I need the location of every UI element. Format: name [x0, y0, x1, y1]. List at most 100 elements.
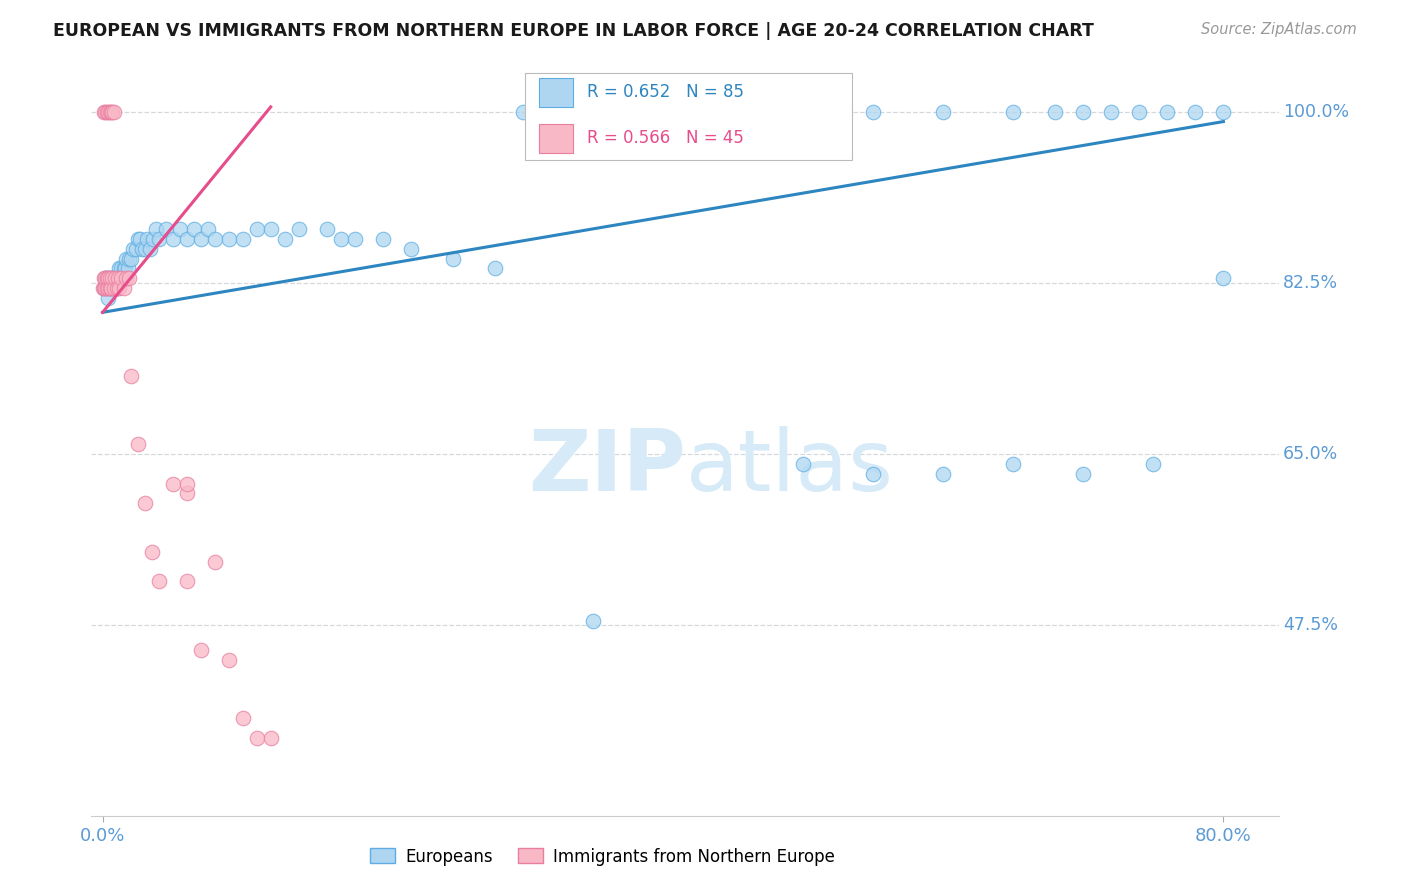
Point — [197, 222, 219, 236]
Point — [120, 252, 142, 266]
Point — [148, 574, 170, 589]
Point — [96, 104, 118, 119]
Point — [97, 281, 120, 295]
Point — [1071, 104, 1094, 119]
Point — [218, 653, 240, 667]
Point — [183, 222, 205, 236]
Point — [484, 261, 506, 276]
Point — [246, 222, 269, 236]
Point — [232, 711, 254, 725]
Point — [162, 476, 184, 491]
Point — [112, 261, 135, 276]
Point — [93, 281, 115, 295]
Point — [134, 496, 156, 510]
Point — [101, 271, 124, 285]
Text: ZIP: ZIP — [527, 425, 685, 509]
Point — [371, 232, 394, 246]
Point — [104, 271, 127, 285]
Point — [103, 281, 125, 295]
Point — [218, 232, 240, 246]
Point — [96, 281, 118, 295]
Point — [1099, 104, 1122, 119]
Point — [98, 104, 121, 119]
Point — [93, 281, 115, 295]
Bar — [540, 78, 572, 106]
Point — [582, 104, 605, 119]
Text: R = 0.566   N = 45: R = 0.566 N = 45 — [586, 129, 744, 147]
Point — [204, 232, 226, 246]
Point — [1128, 104, 1150, 119]
Point — [96, 281, 118, 295]
Point — [94, 104, 117, 119]
Point — [96, 271, 118, 285]
Point — [127, 232, 149, 246]
Point — [125, 242, 148, 256]
Point — [107, 271, 129, 285]
Point — [117, 261, 139, 276]
Point — [105, 271, 128, 285]
Point — [246, 731, 269, 745]
Point — [652, 104, 675, 119]
Point — [232, 232, 254, 246]
Point — [98, 271, 121, 285]
Point — [136, 232, 159, 246]
Point — [141, 545, 163, 559]
Point — [107, 271, 129, 285]
Point — [1045, 104, 1067, 119]
Point — [1212, 271, 1234, 285]
Point — [101, 271, 124, 285]
Point — [142, 232, 165, 246]
Point — [111, 271, 134, 285]
Point — [139, 242, 162, 256]
Point — [162, 232, 184, 246]
Point — [100, 281, 122, 295]
Point — [274, 232, 297, 246]
Point — [98, 281, 121, 295]
Point — [112, 281, 135, 295]
Point — [287, 222, 309, 236]
FancyBboxPatch shape — [524, 73, 852, 161]
Point — [105, 281, 128, 295]
Text: 47.5%: 47.5% — [1284, 616, 1339, 634]
Point — [190, 643, 212, 657]
Point — [169, 222, 191, 236]
Point — [1184, 104, 1206, 119]
Point — [932, 104, 955, 119]
Point — [105, 281, 128, 295]
Point — [97, 104, 120, 119]
Point — [862, 104, 884, 119]
Point — [792, 457, 814, 471]
Text: 100.0%: 100.0% — [1284, 103, 1350, 120]
Text: 82.5%: 82.5% — [1284, 274, 1339, 292]
Point — [792, 104, 814, 119]
Point — [329, 232, 352, 246]
Point — [260, 731, 283, 745]
Point — [103, 104, 125, 119]
Point — [98, 271, 121, 285]
Point — [100, 271, 122, 285]
Point — [190, 232, 212, 246]
Point — [155, 222, 177, 236]
Point — [131, 242, 153, 256]
Point — [118, 252, 141, 266]
Point — [110, 261, 132, 276]
Point — [1071, 467, 1094, 481]
Point — [1002, 104, 1025, 119]
Point — [94, 271, 117, 285]
Point — [1212, 104, 1234, 119]
Point — [1156, 104, 1178, 119]
Point — [176, 486, 198, 500]
Point — [1002, 457, 1025, 471]
Text: atlas: atlas — [685, 425, 893, 509]
Point — [115, 271, 138, 285]
Point — [862, 467, 884, 481]
Point — [108, 281, 131, 295]
Point — [129, 232, 152, 246]
Text: R = 0.652   N = 85: R = 0.652 N = 85 — [586, 83, 744, 101]
Point — [315, 222, 337, 236]
Point — [582, 614, 605, 628]
Point — [94, 271, 117, 285]
Point — [100, 281, 122, 295]
Point — [932, 467, 955, 481]
Point — [103, 271, 125, 285]
